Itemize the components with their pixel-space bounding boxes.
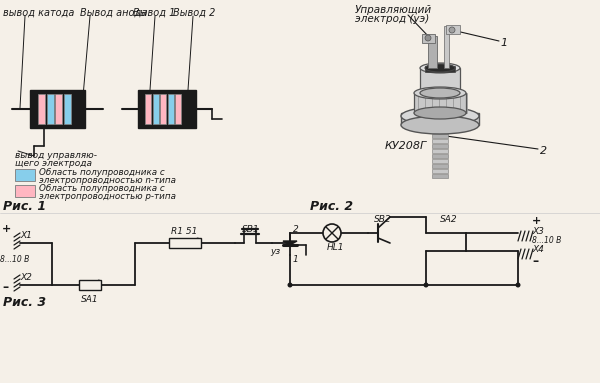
Bar: [432, 174, 448, 178]
Bar: [432, 154, 448, 158]
Text: 1: 1: [293, 255, 299, 265]
Text: Область полупроводника с: Область полупроводника с: [39, 167, 164, 177]
Bar: [432, 159, 448, 163]
Ellipse shape: [414, 107, 466, 119]
Bar: [425, 66, 455, 72]
Text: HL1: HL1: [327, 242, 344, 252]
Text: SA1: SA1: [81, 295, 98, 303]
Bar: [420, 68, 460, 93]
Bar: [446, 25, 460, 34]
Text: Рис. 1: Рис. 1: [3, 200, 46, 213]
Bar: [175, 94, 181, 124]
Text: Управляющий: Управляющий: [355, 5, 432, 15]
Circle shape: [425, 35, 431, 41]
Text: X4: X4: [532, 244, 544, 254]
Text: –: –: [2, 280, 8, 293]
Text: Рис. 2: Рис. 2: [310, 200, 353, 213]
Text: R1 51: R1 51: [171, 226, 197, 236]
Bar: [432, 139, 448, 143]
Bar: [422, 34, 435, 43]
Bar: [428, 36, 437, 68]
Bar: [432, 129, 448, 133]
Circle shape: [449, 27, 455, 33]
Ellipse shape: [401, 107, 479, 125]
Bar: [47, 94, 54, 124]
Polygon shape: [283, 241, 297, 245]
Text: –: –: [532, 254, 538, 267]
Bar: [169, 238, 201, 248]
Ellipse shape: [420, 88, 460, 98]
Text: 1: 1: [500, 38, 507, 48]
Text: уз: уз: [270, 247, 280, 255]
Bar: [145, 94, 151, 124]
Text: Рис. 3: Рис. 3: [3, 296, 46, 309]
Bar: [152, 94, 158, 124]
Bar: [55, 94, 62, 124]
Text: вывод катода: вывод катода: [3, 8, 74, 18]
Bar: [432, 164, 448, 168]
Ellipse shape: [414, 87, 466, 99]
Text: Область полупроводника с: Область полупроводника с: [39, 183, 164, 193]
Text: Вывод 1: Вывод 1: [133, 8, 175, 18]
Text: X1: X1: [20, 231, 32, 239]
Bar: [64, 94, 71, 124]
Text: 8...10 В: 8...10 В: [532, 236, 562, 244]
Ellipse shape: [420, 63, 460, 73]
Bar: [432, 144, 448, 148]
Bar: [15, 185, 35, 197]
Text: электропроводностью р-типа: электропроводностью р-типа: [39, 192, 176, 200]
Circle shape: [424, 283, 428, 288]
Text: +: +: [2, 224, 11, 234]
Text: +: +: [532, 216, 541, 226]
Bar: [444, 26, 449, 68]
Circle shape: [323, 224, 341, 242]
Text: электрод (уэ): электрод (уэ): [355, 14, 429, 24]
Text: SA2: SA2: [440, 214, 458, 224]
Bar: [432, 134, 448, 138]
Bar: [79, 280, 101, 290]
Bar: [168, 94, 174, 124]
Text: X2: X2: [20, 272, 32, 282]
Bar: [15, 169, 35, 181]
Text: Вывод 2: Вывод 2: [173, 8, 215, 18]
Circle shape: [287, 283, 292, 288]
Text: 8...10 В: 8...10 В: [0, 255, 29, 265]
Bar: [30, 90, 85, 128]
Text: SB1: SB1: [242, 224, 260, 234]
Bar: [414, 93, 466, 113]
Ellipse shape: [401, 116, 479, 134]
Text: 2: 2: [293, 224, 299, 234]
Bar: [138, 90, 196, 128]
Bar: [401, 113, 479, 125]
Text: 2: 2: [540, 146, 547, 156]
Ellipse shape: [425, 64, 455, 72]
Text: электропроводностью n-типа: электропроводностью n-типа: [39, 175, 176, 185]
Bar: [432, 169, 448, 173]
Circle shape: [515, 283, 520, 288]
Text: X3: X3: [532, 226, 544, 236]
Text: КУ208Г: КУ208Г: [385, 141, 427, 151]
Bar: [160, 94, 166, 124]
Text: щего электрода: щего электрода: [15, 159, 92, 167]
Bar: [38, 94, 45, 124]
Text: Вывод анода: Вывод анода: [80, 8, 147, 18]
Text: вывод управляю-: вывод управляю-: [15, 151, 97, 159]
Bar: [432, 149, 448, 153]
Text: SB2: SB2: [374, 214, 392, 224]
